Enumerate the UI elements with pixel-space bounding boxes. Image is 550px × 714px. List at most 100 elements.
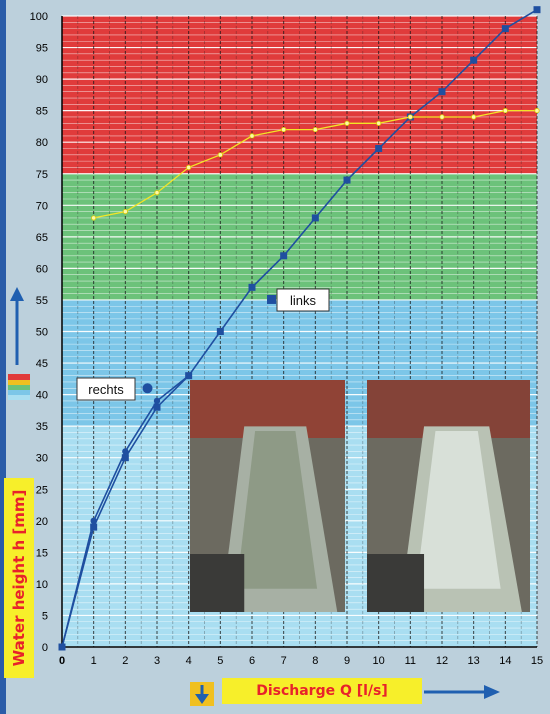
x-tick-label: 0 [59, 655, 65, 667]
y-tick-label: 30 [36, 453, 48, 465]
series-point-yellow [344, 120, 350, 126]
photo-left-water [236, 431, 318, 589]
series-point-yellow [249, 133, 255, 139]
y-tick-label: 70 [36, 200, 48, 212]
series-point-square [375, 145, 383, 153]
x-axis-label-box: Discharge Q [l/s] [222, 678, 422, 704]
x-tick-label: 4 [186, 655, 192, 667]
series-point-square [121, 454, 129, 462]
x-tick-label: 15 [531, 655, 543, 667]
x-tick-label: 12 [436, 655, 448, 667]
x-tick-label: 14 [499, 655, 511, 667]
series-group [58, 6, 541, 651]
y-tick-label: 45 [36, 358, 48, 370]
x-tick-label: 9 [344, 655, 350, 667]
y-tick-label: 55 [36, 295, 48, 307]
y-tick-label: 15 [36, 547, 48, 559]
series-point-yellow [186, 164, 192, 171]
y-tick-label: 20 [36, 516, 48, 528]
series-point-circle [185, 372, 192, 379]
photo-right-floor [367, 554, 425, 612]
left-accent-bar [0, 0, 6, 714]
series-point-yellow [281, 126, 287, 133]
y-tick-label: 25 [36, 484, 48, 496]
y-tick-label: 85 [36, 106, 48, 118]
series-point-yellow [502, 108, 508, 114]
photo-left-floor [190, 554, 245, 612]
x-tick-label: 2 [122, 655, 128, 667]
up-arrow-icon [10, 287, 24, 365]
y-tick-label: 75 [36, 169, 48, 181]
x-tick-label: 13 [468, 655, 480, 667]
series-point-yellow [122, 209, 128, 215]
y-axis-label-box: Water height h [mm] [4, 478, 34, 678]
series-point-circle [90, 517, 97, 524]
series-point-yellow [534, 108, 540, 114]
y-tick-label: 60 [36, 263, 48, 275]
series-point-circle [58, 643, 66, 651]
y-tick-label: 0 [42, 642, 48, 654]
photo-right [367, 380, 530, 612]
series-point-yellow [312, 126, 318, 133]
y-tick-label: 80 [36, 137, 48, 149]
series-point-square [216, 328, 224, 335]
series-point-square [153, 403, 161, 411]
annotation-box-links [276, 288, 330, 312]
y-tick-label: 10 [36, 579, 48, 591]
color-legend-icon [8, 374, 30, 400]
series-point-square [280, 252, 288, 260]
x-axis-label: Discharge Q [l/s] [256, 683, 388, 699]
series-point-yellow [471, 114, 477, 120]
y-tick-label: 95 [36, 43, 48, 55]
photos-group [190, 380, 530, 612]
series-point-square [248, 283, 256, 291]
photo-right-water [415, 431, 501, 589]
x-tick-label: 10 [373, 655, 385, 667]
x-tick-labels: 0 1 2 3 4 5 6 7 8 9 10 11 12 13 14 15 [59, 655, 543, 667]
band-3 [62, 16, 537, 174]
y-tick-label: 5 [42, 610, 48, 622]
series-point-yellow [217, 152, 223, 158]
series-point-circle [122, 448, 129, 455]
x-tick-label: 1 [91, 655, 97, 667]
series-point-square [533, 6, 541, 14]
series-point-yellow [376, 120, 382, 126]
series-point-square [311, 214, 319, 222]
annotation-label-rechts: rechts [88, 382, 124, 397]
series-point-square [470, 56, 478, 64]
y-tick-label: 90 [36, 74, 48, 86]
annotation-label-links: links [290, 293, 317, 308]
legend-marker-links [267, 294, 276, 304]
legend-marker-rechts [142, 383, 153, 394]
y-tick-labels: 0 5 10 15 20 25 30 35 40 45 50 55 60 65 70 75 80 85 90 95 10… [30, 11, 48, 654]
series-point-square [343, 176, 351, 184]
annotations-group: links rechts [76, 288, 330, 401]
series-line-0 [61, 9, 538, 648]
y-axis-label: Water height h [mm] [10, 489, 28, 667]
series-point-yellow [91, 215, 97, 221]
photo-left [190, 380, 345, 612]
series-point-yellow [407, 114, 413, 120]
right-arrow-icon [424, 685, 500, 699]
series-point-yellow [439, 114, 445, 120]
series-point-square [501, 25, 509, 33]
y-tick-label: 65 [36, 232, 48, 244]
series-point-square [438, 88, 446, 96]
series-point-yellow [154, 190, 160, 196]
series-point-circle [153, 397, 161, 405]
x-tick-label: 3 [154, 655, 160, 667]
x-tick-label: 7 [281, 655, 287, 667]
x-tick-label: 11 [405, 655, 416, 667]
y-tick-label: 35 [36, 421, 48, 433]
annotation-box-rechts [76, 377, 136, 401]
down-arrow-icon [190, 682, 214, 706]
y-tick-label: 100 [30, 11, 48, 23]
x-tick-label: 5 [217, 655, 223, 667]
x-tick-label: 6 [249, 655, 255, 667]
x-tick-label: 8 [312, 655, 318, 667]
y-tick-label: 50 [36, 327, 48, 339]
y-tick-label: 40 [36, 390, 48, 402]
series-point-square [90, 523, 98, 531]
